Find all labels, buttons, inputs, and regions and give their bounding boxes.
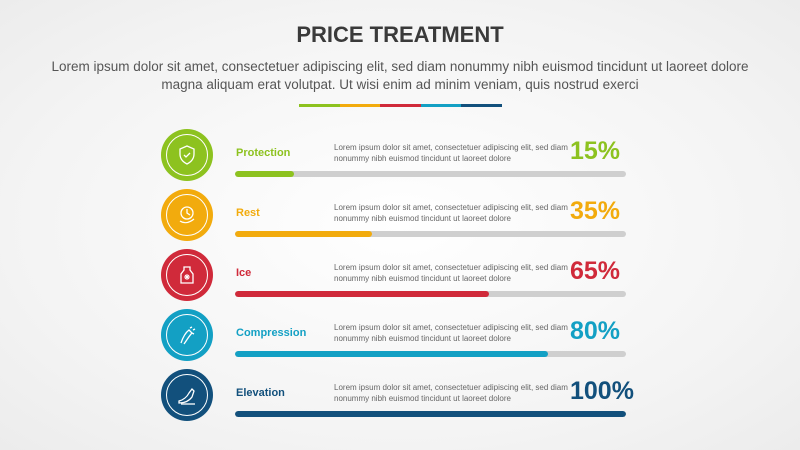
progress-track	[235, 231, 626, 237]
item-description: Lorem ipsum dolor sit amet, consectetuer…	[334, 203, 568, 223]
progress-track	[235, 411, 626, 417]
item-label: Elevation	[236, 387, 285, 399]
progress-fill	[235, 291, 490, 297]
icon-circle	[161, 189, 213, 241]
divider-segment	[299, 104, 340, 107]
icon-ring	[166, 254, 208, 296]
progress-track	[235, 291, 626, 297]
subtitle: Lorem ipsum dolor sit amet, consectetuer…	[51, 59, 749, 92]
icon-circle	[161, 129, 213, 181]
icon-ring	[166, 374, 208, 416]
item-label: Protection	[236, 147, 291, 159]
color-divider	[299, 104, 502, 107]
divider-segment	[461, 104, 502, 107]
icon-ring	[166, 314, 208, 356]
shield-check-icon	[179, 145, 195, 165]
progress-fill	[235, 171, 294, 177]
item-description: Lorem ipsum dolor sit amet, consectetuer…	[334, 323, 568, 343]
item-label: Ice	[236, 267, 252, 279]
list-item-ice: Ice Lorem ipsum dolor sit amet, consecte…	[0, 249, 800, 309]
list-item-rest: Rest Lorem ipsum dolor sit amet, consect…	[0, 189, 800, 249]
divider-segment	[339, 104, 381, 107]
icon-circle	[161, 369, 213, 421]
divider-segment	[420, 104, 462, 107]
compression-arm-icon	[180, 326, 196, 345]
icon-circle	[161, 249, 213, 301]
item-percent: 100%	[570, 377, 634, 405]
ice-pack-icon	[180, 266, 194, 284]
list-item-protection: Protection Lorem ipsum dolor sit amet, c…	[0, 129, 800, 189]
item-description: Lorem ipsum dolor sit amet, consectetuer…	[334, 263, 568, 283]
progress-track	[235, 351, 626, 357]
list-item-elevation: Elevation Lorem ipsum dolor sit amet, co…	[0, 369, 800, 429]
divider-segment	[380, 104, 421, 107]
progress-fill	[235, 411, 626, 417]
icon-circle	[161, 309, 213, 361]
icon-ring	[166, 134, 208, 176]
item-percent: 80%	[570, 317, 621, 345]
clock-hand-icon	[179, 206, 195, 224]
item-label: Rest	[236, 207, 260, 219]
item-percent: 65%	[570, 257, 621, 285]
item-description: Lorem ipsum dolor sit amet, consectetuer…	[334, 143, 568, 163]
progress-fill	[235, 231, 372, 237]
page-title: PRICE TREATMENT	[296, 22, 504, 47]
progress-fill	[235, 351, 548, 357]
item-percent: 35%	[570, 197, 621, 225]
item-label: Compression	[236, 327, 307, 339]
list-item-compression: Compression Lorem ipsum dolor sit amet, …	[0, 309, 800, 369]
elevated-leg-icon	[178, 388, 195, 405]
icon-ring	[166, 194, 208, 236]
progress-track	[235, 171, 626, 177]
item-percent: 15%	[570, 137, 621, 165]
item-description: Lorem ipsum dolor sit amet, consectetuer…	[334, 383, 568, 403]
